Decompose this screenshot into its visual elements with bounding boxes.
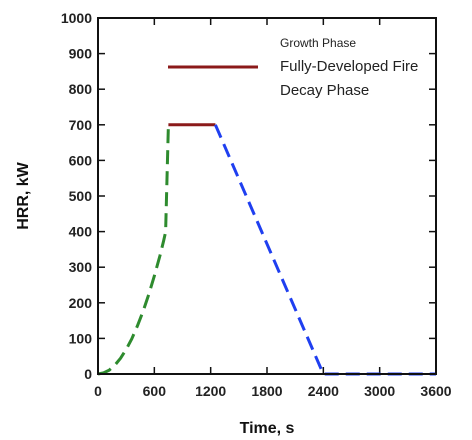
- y-tick-label-700: 700: [69, 117, 93, 133]
- x-tick-label-1200: 1200: [195, 383, 226, 399]
- y-tick-label-900: 900: [69, 46, 93, 62]
- legend-label-fully-developed-fire: Fully-Developed Fire: [280, 58, 418, 75]
- y-tick-label-300: 300: [69, 259, 93, 275]
- x-tick-label-3000: 3000: [364, 383, 395, 399]
- y-tick-label-200: 200: [69, 295, 93, 311]
- x-tick-label-3600: 3600: [420, 383, 451, 399]
- legend-label-decay-phase: Decay Phase: [280, 82, 369, 99]
- x-tick-label-0: 0: [94, 383, 102, 399]
- y-tick-label-100: 100: [69, 330, 93, 346]
- x-tick-label-600: 600: [143, 383, 167, 399]
- y-tick-label-0: 0: [84, 366, 92, 382]
- legend-label-growth-phase: Growth Phase: [280, 36, 356, 50]
- plot-frame: [97, 17, 437, 375]
- series-layer: [97, 123, 436, 376]
- y-tick-label-600: 600: [69, 152, 93, 168]
- ticks-layer: 0 100 200 300 400 500 600 700 800 900 1000 0 600 1200…: [61, 10, 452, 399]
- y-tick-label-500: 500: [69, 188, 93, 204]
- legend: Growth Phase Fully-Developed Fire Decay Ph…: [168, 36, 418, 99]
- y-tick-label-1000: 1000: [61, 10, 92, 26]
- x-axis-title: Time, s: [240, 420, 295, 437]
- y-tick-label-400: 400: [69, 224, 93, 240]
- x-tick-label-2400: 2400: [308, 383, 339, 399]
- x-tick-label-1800: 1800: [251, 383, 282, 399]
- series-line-growth-phase: [97, 124, 170, 376]
- series-line-decay-phase: [214, 124, 436, 376]
- y-tick-label-800: 800: [69, 81, 93, 97]
- y-axis-title: HRR, kW: [15, 161, 32, 229]
